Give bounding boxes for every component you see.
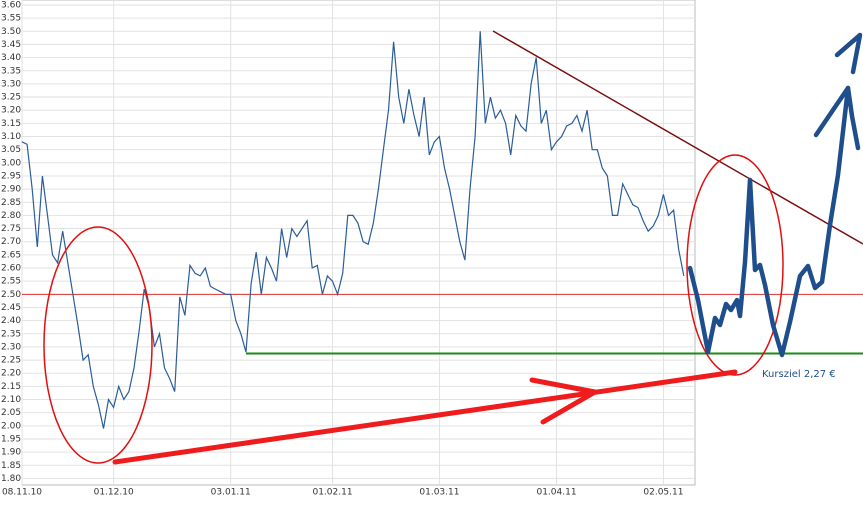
x-tick-label: 01.02.11	[312, 488, 352, 498]
y-tick-label: 2.60	[1, 264, 21, 274]
x-tick-label: 01.04.11	[536, 488, 576, 498]
y-tick-label: 3.15	[1, 119, 21, 129]
y-tick-label: 3.20	[1, 106, 21, 116]
y-tick-label: 3.30	[1, 79, 21, 89]
y-tick-label: 2.70	[1, 237, 21, 247]
y-tick-label: 3.40	[1, 53, 21, 63]
y-tick-label: 1.95	[1, 434, 21, 444]
y-tick-label: 2.65	[1, 250, 21, 260]
y-tick-label: 1.85	[1, 461, 21, 471]
y-tick-label: 3.45	[1, 40, 21, 50]
y-tick-label: 3.05	[1, 145, 21, 155]
y-tick-label: 2.35	[1, 329, 21, 339]
x-tick-label: 01.03.11	[419, 488, 459, 498]
y-tick-label: 2.50	[1, 290, 21, 300]
y-tick-label: 2.85	[1, 198, 21, 208]
y-tick-label: 2.15	[1, 382, 21, 392]
y-tick-label: 2.55	[1, 277, 21, 287]
y-tick-label: 2.95	[1, 171, 21, 181]
y-tick-label: 2.90	[1, 185, 21, 195]
x-tick-label: 03.01.11	[211, 488, 251, 498]
circle-marker	[686, 154, 784, 376]
y-tick-label: 3.00	[1, 158, 21, 168]
y-tick-label: 2.80	[1, 211, 21, 221]
annotation: Kursziel 2,27 €	[762, 369, 836, 380]
y-tick-label: 2.05	[1, 408, 21, 418]
y-tick-label: 2.30	[1, 342, 21, 352]
y-tick-label: 1.80	[1, 474, 21, 484]
y-tick-label: 2.25	[1, 356, 21, 366]
y-tick-label: 1.90	[1, 448, 21, 458]
y-tick-label: 3.50	[1, 27, 21, 37]
y-tick-label: 3.55	[1, 14, 21, 24]
x-tick-label: 02.05.11	[643, 488, 683, 498]
x-tick-label: 01.12.10	[94, 488, 134, 498]
circle-marker	[43, 226, 153, 464]
plot-area	[21, 0, 696, 486]
y-tick-label: 2.20	[1, 369, 21, 379]
y-tick-label: 2.45	[1, 303, 21, 313]
x-tick-label: 08.11.10	[2, 488, 42, 498]
y-tick-label: 3.35	[1, 66, 21, 76]
y-tick-label: 3.25	[1, 93, 21, 103]
trend-line	[492, 30, 863, 245]
arrow	[112, 369, 738, 465]
y-tick-label: 2.40	[1, 316, 21, 326]
y-tick-label: 2.00	[1, 421, 21, 431]
y-tick-label: 3.60	[1, 1, 21, 11]
y-tick-label: 2.75	[1, 224, 21, 234]
y-tick-label: 3.10	[1, 132, 21, 142]
projection	[687, 32, 863, 358]
y-tick-label: 2.10	[1, 395, 21, 405]
price-line	[21, 31, 685, 429]
